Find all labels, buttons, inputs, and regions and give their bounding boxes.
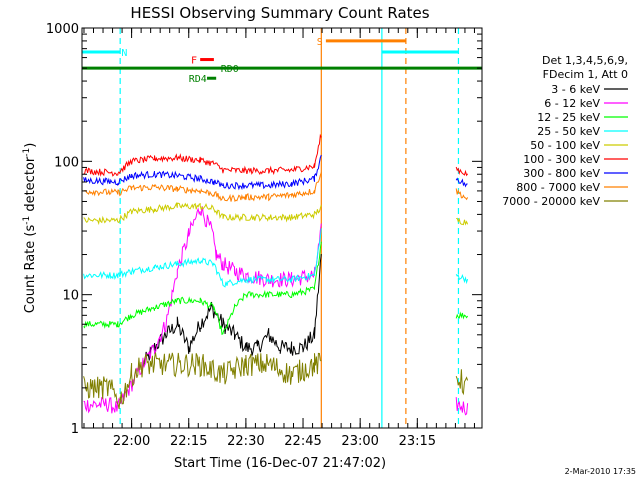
series-line [83, 201, 322, 226]
x-tick-label: 23:15 [399, 434, 436, 449]
x-axis: 22:00 22:15 22:30 22:45 23:00 23:15 [83, 28, 475, 449]
y-tick-label: 1000 [46, 22, 79, 37]
legend-header-line-1: Det 1,3,4,5,6,9, [542, 54, 628, 67]
series-line [455, 311, 469, 320]
series-line [455, 166, 469, 177]
x-tick-label: 22:30 [227, 434, 264, 449]
legend-header-line-2: FDecim 1, Att 0 [543, 68, 628, 81]
series-line [83, 154, 322, 191]
series-2 [83, 241, 469, 336]
x-axis-label: Start Time (16-Dec-07 21:47:02) [174, 456, 386, 471]
vertical-markers [119, 28, 460, 428]
legend-label: 50 - 100 keV [530, 139, 600, 152]
legend-label: 100 - 300 keV [523, 153, 600, 166]
flag-label: RD4 [189, 74, 207, 85]
legend-label: 6 - 12 keV [544, 97, 600, 110]
y-tick-label: 10 [62, 289, 79, 304]
flag-label: RD0 [221, 64, 239, 75]
legend-label: 25 - 50 keV [537, 125, 600, 138]
plot-frame [81, 27, 483, 429]
series-0 [142, 254, 322, 367]
x-tick-label: 22:45 [284, 434, 321, 449]
series-8 [83, 352, 469, 410]
legend-label: 800 - 7000 keV [516, 181, 600, 194]
y-axis-label: Count Rate (s-1 detector-1) [22, 143, 38, 314]
series-line [83, 352, 322, 410]
x-tick-label: 23:00 [341, 434, 378, 449]
x-tick-label: 22:15 [170, 434, 207, 449]
y-tick-label: 1 [71, 422, 79, 437]
x-tick-label: 22:00 [113, 434, 150, 449]
chart-title: HESSI Observing Summary Count Rates [130, 4, 429, 22]
legend-label: 3 - 6 keV [551, 83, 600, 96]
series-line [455, 177, 468, 188]
series-4 [83, 201, 469, 226]
series-line [83, 228, 322, 288]
series-6 [83, 154, 468, 191]
legend: Det 1,3,4,5,6,9, FDecim 1, Att 0 3 - 6 k… [502, 54, 628, 208]
flag-label: N [121, 48, 127, 59]
series-5 [83, 133, 469, 177]
series-line [83, 241, 322, 336]
series-7 [83, 172, 469, 203]
series-line [456, 217, 469, 226]
flag-label: F [191, 56, 197, 67]
series-line [83, 133, 322, 177]
series-line [455, 397, 469, 416]
legend-label: 12 - 25 keV [537, 111, 600, 124]
y-tick-label: 100 [54, 155, 79, 170]
y-axis: 1 10 100 1000 [46, 22, 482, 437]
legend-label: 7000 - 20000 keV [502, 195, 600, 208]
series-line [142, 254, 322, 367]
legend-label: 300 - 800 keV [523, 167, 600, 180]
timestamp: 2-Mar-2010 17:35 [565, 467, 636, 476]
series-line [455, 369, 469, 396]
flag-bars: N S F RD0 RD4 [82, 37, 482, 85]
series-3 [83, 228, 469, 288]
series-line [455, 273, 469, 285]
flag-label: S [317, 37, 323, 48]
series-line [83, 172, 322, 203]
series-layer [83, 133, 469, 416]
series-line [455, 188, 469, 201]
